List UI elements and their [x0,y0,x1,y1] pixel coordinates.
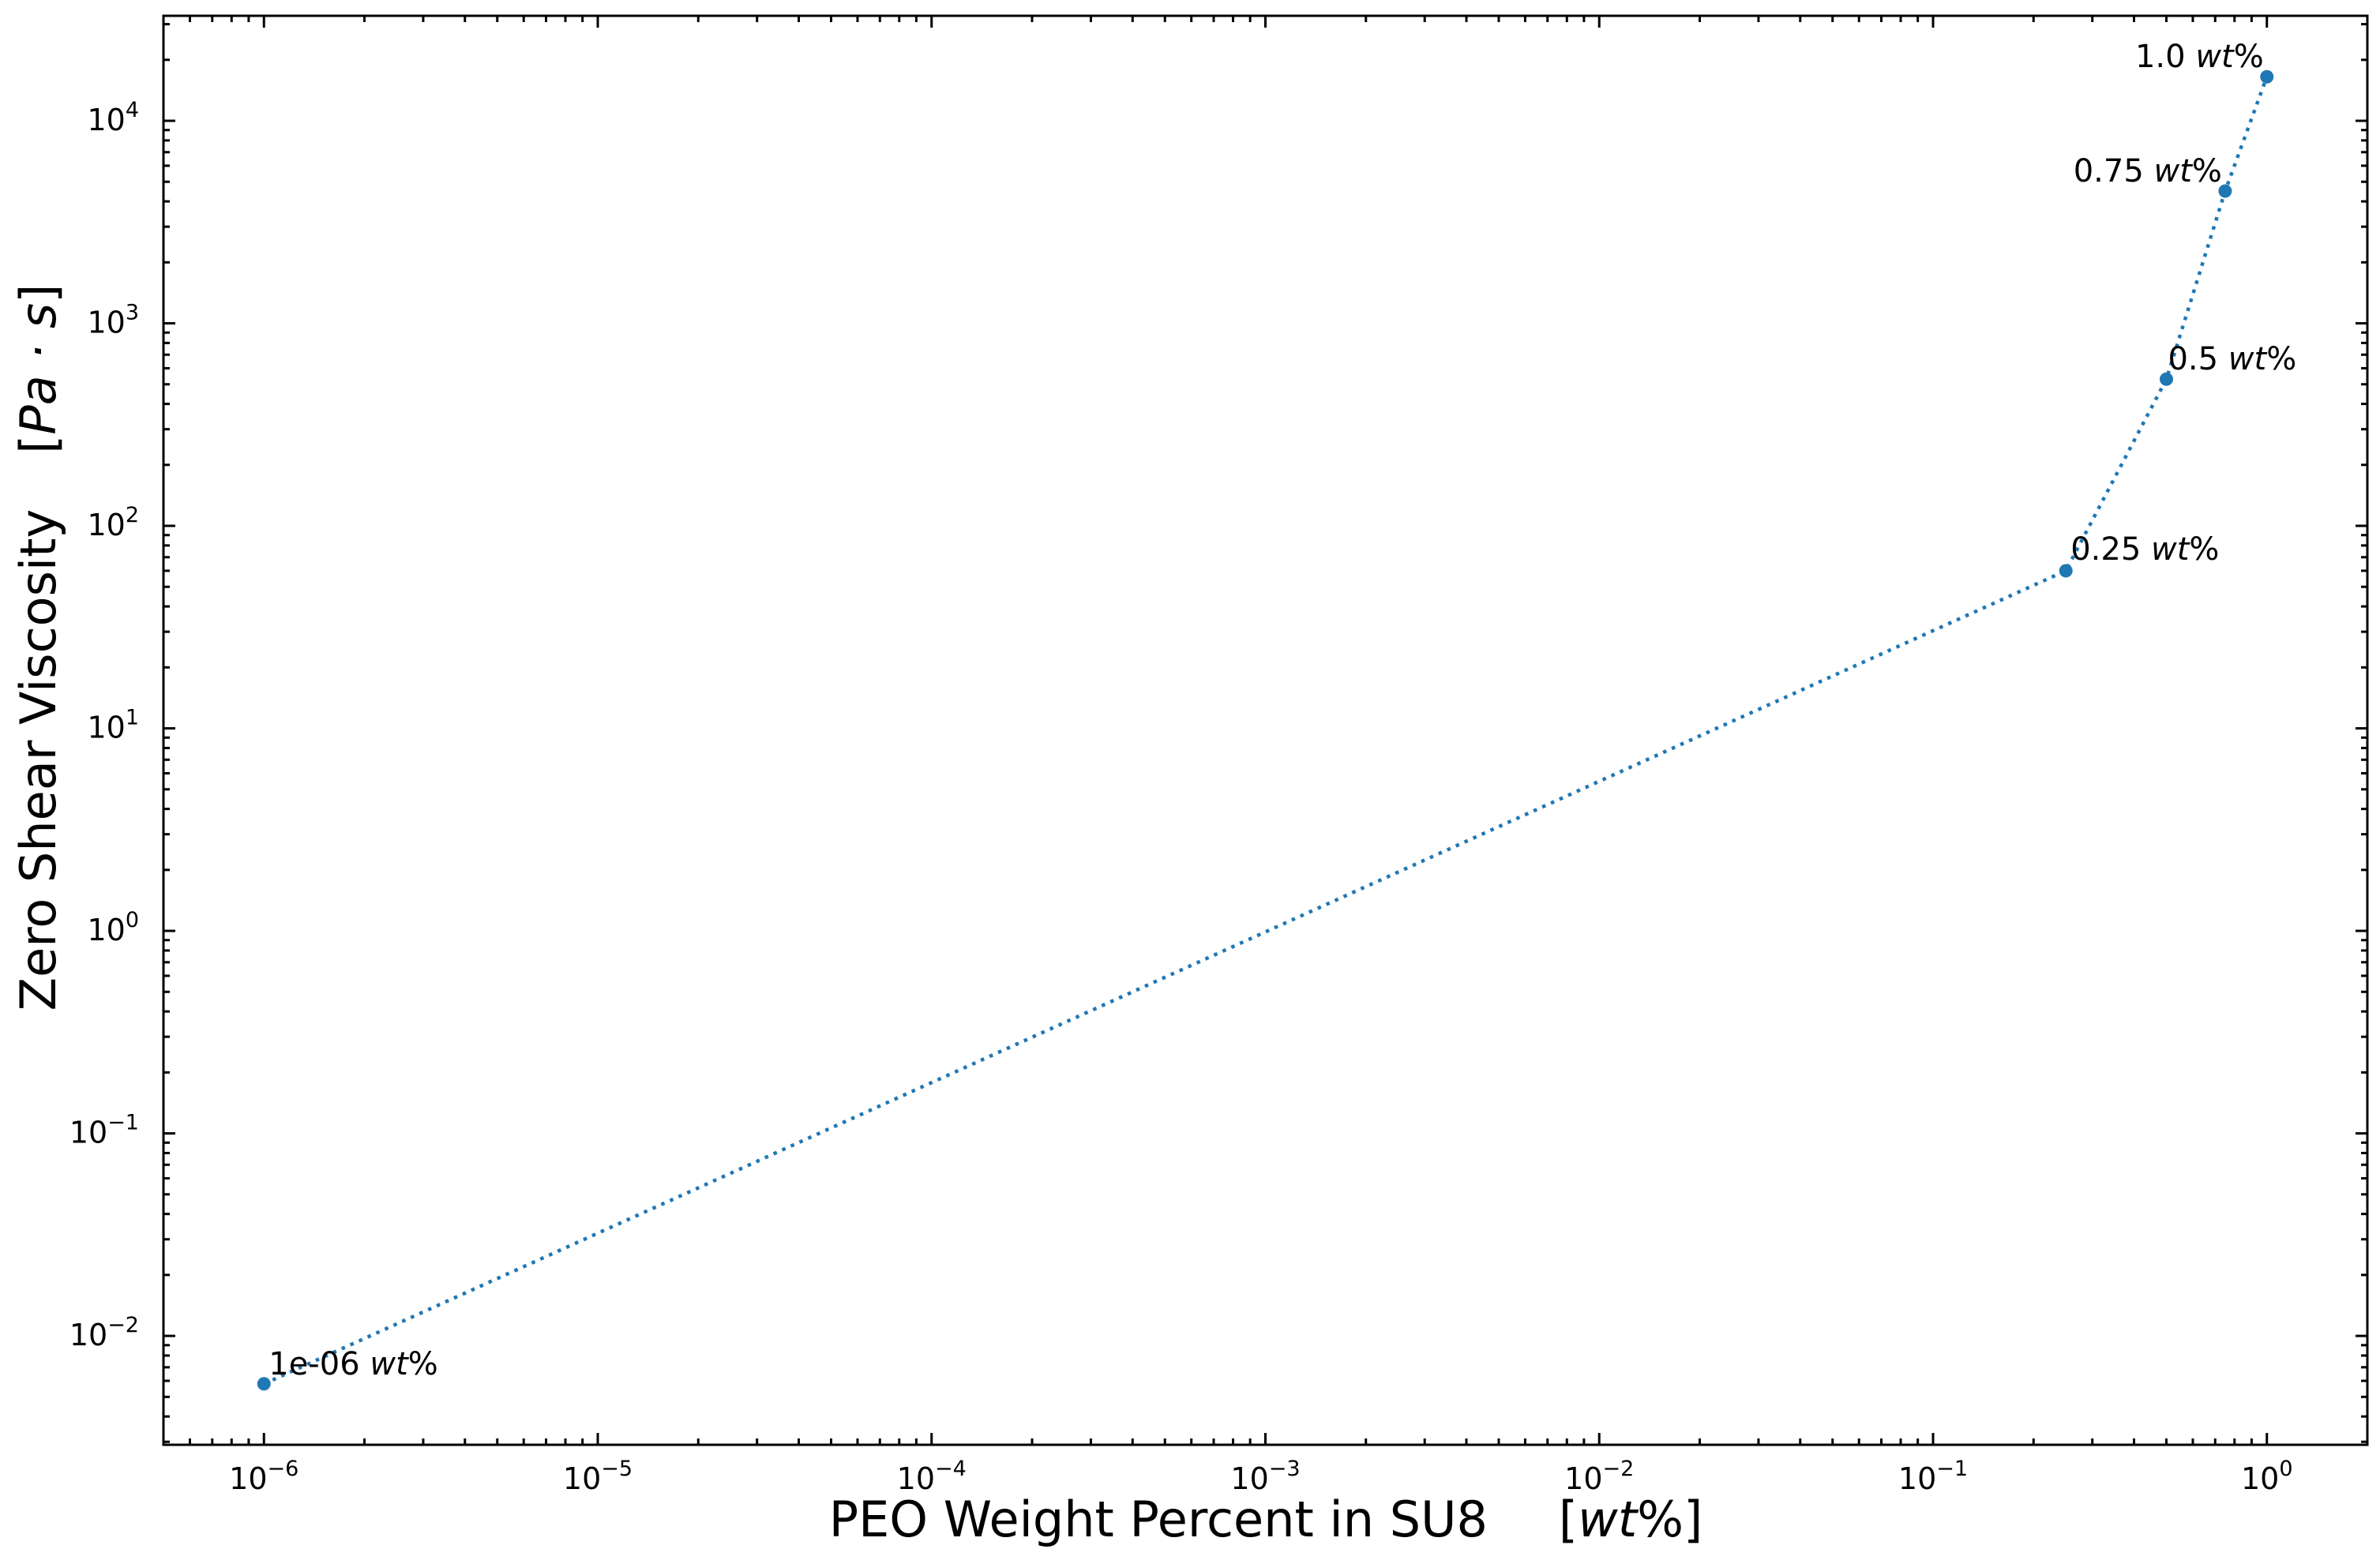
y-axis-label-text: Zero Shear Viscosity [9,509,67,1011]
annotation-unit: wt [2228,341,2268,377]
annotation-unit: wt [2195,39,2235,75]
x-axis-label-unit-close: %] [1637,1491,1702,1548]
point-annotation: 1.0 wt% [2135,39,2264,75]
y-tick-label: 10−2 [69,1313,139,1352]
x-tick-label: 10−1 [1898,1457,1968,1496]
x-tick-label: 10−6 [229,1457,298,1496]
y-axis-label: Zero Shear Viscosity [Pa · s] [9,284,67,1011]
point-annotation: 1e-06 wt% [268,1346,438,1382]
y-tick-exponent: 4 [126,98,139,122]
annotation-percent: % [2189,531,2219,568]
y-tick-exponent: 1 [126,706,139,730]
x-tick-label: 10−3 [1230,1457,1300,1496]
x-tick-base: 10 [1564,1461,1602,1496]
y-tick-exponent: −1 [107,1111,139,1135]
data-point [2218,184,2232,198]
annotation-value: 0.5 [2168,341,2228,377]
x-axis-label-unit-open: [ [1559,1491,1578,1548]
point-annotations: 1e-06 wt%0.25 wt%0.5 wt%0.75 wt%1.0 wt% [268,39,2296,1382]
y-tick-exponent: −2 [107,1313,139,1337]
plot-frame [162,14,2369,1446]
annotation-unit: wt [2151,531,2190,568]
x-tick-base: 10 [1898,1461,1936,1496]
y-tick-exponent: 3 [126,301,139,325]
data-point [2260,69,2274,84]
data-points [257,69,2274,1391]
y-tick-label: 101 [87,706,139,745]
plot-area [163,16,2367,1445]
x-tick-base: 10 [1230,1461,1268,1496]
y-tick-base: 10 [87,103,125,137]
x-tick-label: 10−4 [897,1457,967,1496]
x-tick-exponent: 0 [2279,1457,2292,1481]
x-tick-exponent: −3 [1269,1457,1301,1481]
x-tick-label: 10−2 [1564,1457,1634,1496]
annotation-unit: wt [2154,153,2194,189]
annotation-percent: % [2266,341,2296,377]
y-tick-exponent: 2 [126,503,139,527]
x-axis-label: PEO Weight Percent in SU8 [wt%] [829,1491,1703,1548]
data-point [2159,372,2173,386]
x-tick-exponent: −4 [935,1457,967,1481]
x-tick-base: 10 [2241,1461,2279,1496]
annotation-value: 1.0 [2135,39,2195,75]
y-tick-label: 100 [87,908,139,947]
y-tick-base: 10 [69,1318,107,1352]
x-tick-base: 10 [229,1461,267,1496]
annotation-percent: % [2192,153,2222,189]
series-line [263,76,2269,1386]
x-tick-exponent: −1 [1936,1457,1968,1481]
annotation-value: 1e-06 [268,1346,370,1382]
x-tick-base: 10 [897,1461,935,1496]
x-tick-exponent: −2 [1603,1457,1635,1481]
x-tick-exponent: −6 [268,1457,299,1481]
x-tick-label: 100 [2241,1457,2293,1496]
y-tick-base: 10 [87,913,125,947]
y-tick-base: 10 [87,508,125,542]
x-axis-label-unit: wt [1578,1491,1639,1548]
major-ticks [163,16,2367,1445]
x-tick-labels: 10−6 10−5 10−4 10−3 10−2 10−1 100 [229,1457,2292,1496]
y-tick-label: 10−1 [69,1111,139,1150]
y-axis-label-unit-open: [ [9,435,67,454]
x-axis-label-text: PEO Weight Percent in SU8 [829,1491,1488,1548]
x-tick-label: 10−5 [563,1457,633,1496]
y-tick-label: 104 [87,98,139,137]
annotation-value: 0.25 [2070,531,2151,568]
data-point [2059,564,2073,578]
point-annotation: 0.5 wt% [2168,341,2296,377]
point-annotation: 0.25 wt% [2070,531,2219,568]
x-tick-exponent: −5 [601,1457,633,1481]
y-axis-label-unit-close: ] [9,284,67,303]
y-axis-label-unit: Pa · s [9,303,67,435]
annotation-percent: % [2234,39,2264,75]
y-tick-base: 10 [87,306,125,340]
y-tick-label: 103 [87,301,139,340]
data-point [257,1377,271,1391]
annotation-unit: wt [370,1346,409,1382]
annotation-percent: % [408,1346,438,1382]
x-tick-base: 10 [563,1461,601,1496]
y-tick-base: 10 [87,711,125,745]
y-tick-label: 102 [87,503,139,542]
y-tick-base: 10 [69,1116,107,1150]
y-tick-exponent: 0 [126,908,139,932]
point-annotation: 0.75 wt% [2074,153,2222,189]
annotation-value: 0.75 [2074,153,2154,189]
